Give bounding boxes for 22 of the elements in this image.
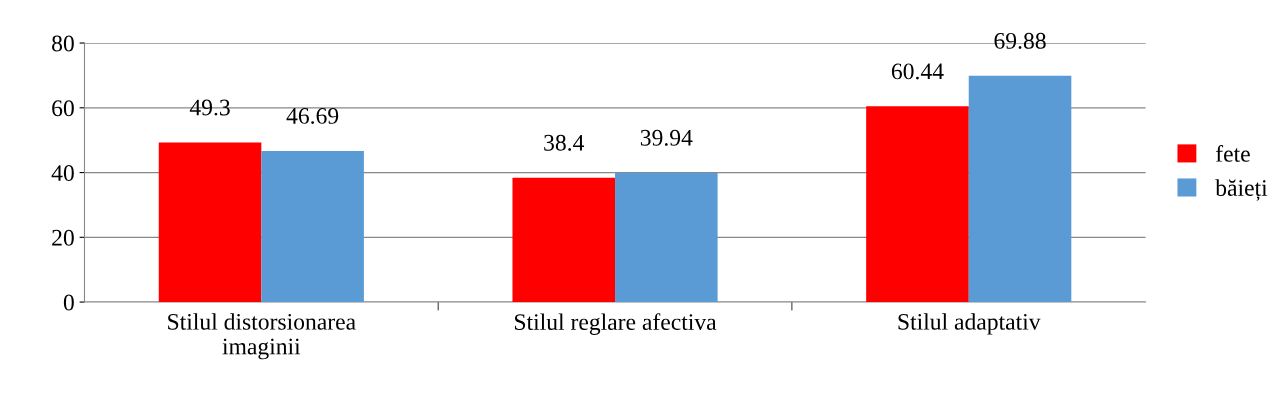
bar bbox=[866, 106, 969, 303]
data-label: 60.44 bbox=[891, 63, 944, 80]
data-label: 49.3 bbox=[189, 99, 230, 116]
bar bbox=[512, 177, 616, 303]
y-tick-label: 40 bbox=[51, 165, 74, 181]
bar bbox=[968, 75, 1072, 303]
data-label: 69.88 bbox=[994, 32, 1046, 49]
bar bbox=[158, 142, 262, 303]
data-label: 46.69 bbox=[286, 108, 339, 124]
x-tick-label: Stilul adaptativ bbox=[898, 313, 1041, 335]
x-tick-label: Stilul reglare afectiva bbox=[515, 313, 717, 335]
y-tick-label: 0 bbox=[63, 294, 74, 311]
y-tick-label: 80 bbox=[52, 35, 74, 52]
legend-label: băieți bbox=[1215, 179, 1268, 201]
data-label: 39.94 bbox=[640, 129, 693, 146]
bar bbox=[261, 150, 364, 303]
x-tick-label: Stilul distorsionarea imaginii bbox=[168, 313, 356, 360]
bar bbox=[615, 172, 718, 303]
y-tick-label: 60 bbox=[52, 100, 74, 117]
legend-label: fete bbox=[1215, 145, 1250, 162]
y-tick-label: 20 bbox=[52, 229, 74, 246]
data-label: 38.4 bbox=[544, 134, 585, 151]
